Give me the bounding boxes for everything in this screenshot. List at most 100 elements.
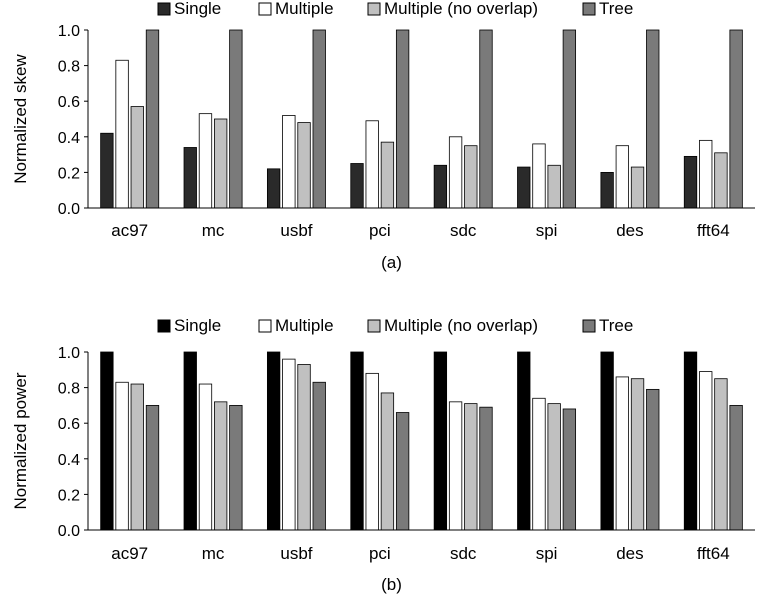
bar-multiple-no-overlap-spi (547, 403, 561, 531)
bar-tree-des (646, 388, 660, 531)
category-label-ac97: ac97 (111, 221, 148, 240)
bar-tree-des (646, 29, 660, 209)
bar-multiple-no-overlap-mc (214, 118, 228, 209)
bar-multiple-spi (532, 397, 546, 531)
y-axis-label: Normalized power (11, 372, 30, 509)
y-tick-label: 0.0 (58, 523, 80, 540)
bar-tree-pci (395, 29, 410, 209)
bar-tree-spi (562, 29, 577, 209)
bar-tree-fft64 (729, 29, 743, 209)
legend-label-tree: Tree (599, 316, 633, 335)
bar-single-des (600, 171, 614, 209)
legend-swatch-multiple (258, 2, 272, 16)
bar-multiple-no-overlap-fft64 (714, 378, 728, 531)
legend-swatch-tree (582, 319, 596, 333)
legend-label-tree: Tree (599, 0, 633, 18)
skew-chart: Single Multiple Multiple (no overlap) Tree 0… (11, 0, 755, 272)
bar-multiple-pci (365, 372, 379, 531)
bar-multiple-spi (532, 143, 546, 209)
y-tick-label: 0.8 (58, 381, 80, 398)
legend-swatch-single (157, 2, 171, 16)
category-label-spi: spi (536, 221, 558, 240)
bar-single-spi (517, 166, 531, 209)
category-label-usbf: usbf (280, 544, 312, 563)
category-label-pci: pci (369, 544, 391, 563)
category-label-des: des (616, 544, 643, 563)
legend-label-single: Single (174, 316, 221, 335)
y-tick-label: 0.2 (58, 165, 80, 182)
y-axis-label: Normalized skew (11, 54, 30, 184)
legend-swatch-tree (582, 2, 596, 16)
legend-label-multiple: Multiple (275, 316, 334, 335)
y-tick-label: 0.6 (58, 94, 80, 111)
bar-tree-ac97 (145, 29, 160, 209)
legend-swatch-multiple-no-overlap (367, 2, 381, 16)
category-label-fft64: fft64 (697, 221, 730, 240)
bar-single-spi (517, 351, 531, 531)
bar-single-ac97 (100, 351, 114, 531)
bar-single-ac97 (100, 132, 114, 209)
bar-tree-sdc (479, 406, 493, 531)
category-label-ac97: ac97 (111, 544, 148, 563)
bar-tree-fft64 (729, 404, 743, 531)
category-label-usbf: usbf (280, 221, 312, 240)
bar-single-mc (183, 351, 197, 531)
legend-swatch-multiple-no-overlap (367, 319, 381, 333)
bar-multiple-no-overlap-des (630, 378, 645, 531)
bar-multiple-no-overlap-usbf (297, 122, 311, 209)
category-label-fft64: fft64 (697, 544, 730, 563)
legend-label-multiple: Multiple (275, 0, 334, 18)
bar-tree-usbf (312, 29, 326, 209)
bar-multiple-no-overlap-usbf (297, 364, 311, 531)
bar-multiple-mc (198, 383, 213, 531)
y-tick-label: 1.0 (58, 345, 80, 362)
bar-multiple-no-overlap-sdc (464, 145, 478, 209)
bar-tree-mc (229, 404, 243, 531)
bar-single-usbf (266, 168, 281, 209)
bar-tree-sdc (479, 29, 493, 209)
bar-multiple-sdc (448, 136, 463, 209)
bar-multiple-fft64 (699, 139, 713, 209)
bar-tree-spi (562, 408, 577, 531)
chart-caption: (a) (381, 253, 402, 272)
power-chart: Single Multiple Multiple (no overlap) Tree 0… (11, 316, 755, 594)
bar-multiple-des (615, 376, 629, 531)
y-tick-label: 0.2 (58, 487, 80, 504)
bar-single-sdc (433, 164, 448, 209)
bar-single-usbf (266, 351, 281, 531)
bar-multiple-no-overlap-ac97 (130, 106, 144, 209)
bar-multiple-no-overlap-ac97 (130, 383, 144, 531)
bar-multiple-usbf (282, 115, 296, 209)
bar-single-des (600, 351, 614, 531)
bar-multiple-pci (365, 120, 379, 209)
chart-caption: (b) (381, 575, 402, 594)
legend-label-multiple-no-overlap: Multiple (no overlap) (384, 316, 538, 335)
bar-tree-usbf (312, 381, 326, 531)
bar-single-fft64 (683, 351, 698, 531)
legend-swatch-multiple (258, 319, 272, 333)
category-label-spi: spi (536, 544, 558, 563)
legend-swatch-single (157, 319, 171, 333)
bar-multiple-no-overlap-des (630, 166, 645, 209)
y-tick-label: 0.0 (58, 201, 80, 218)
bar-multiple-mc (198, 113, 213, 209)
bar-multiple-no-overlap-pci (380, 141, 395, 209)
bar-multiple-no-overlap-spi (547, 164, 561, 209)
bar-tree-ac97 (145, 404, 160, 531)
category-label-des: des (616, 221, 643, 240)
category-label-pci: pci (369, 221, 391, 240)
bar-single-fft64 (683, 155, 698, 209)
bar-multiple-ac97 (115, 381, 129, 531)
y-tick-label: 1.0 (58, 23, 80, 40)
legend-label-multiple-no-overlap: Multiple (no overlap) (384, 0, 538, 18)
bar-tree-mc (229, 29, 243, 209)
bar-multiple-sdc (448, 401, 463, 531)
category-label-sdc: sdc (450, 221, 477, 240)
y-tick-label: 0.8 (58, 59, 80, 76)
bar-single-pci (350, 351, 364, 531)
legend-label-single: Single (174, 0, 221, 18)
bar-single-sdc (433, 351, 448, 531)
bar-multiple-no-overlap-pci (380, 392, 395, 531)
bar-multiple-no-overlap-mc (214, 401, 228, 531)
